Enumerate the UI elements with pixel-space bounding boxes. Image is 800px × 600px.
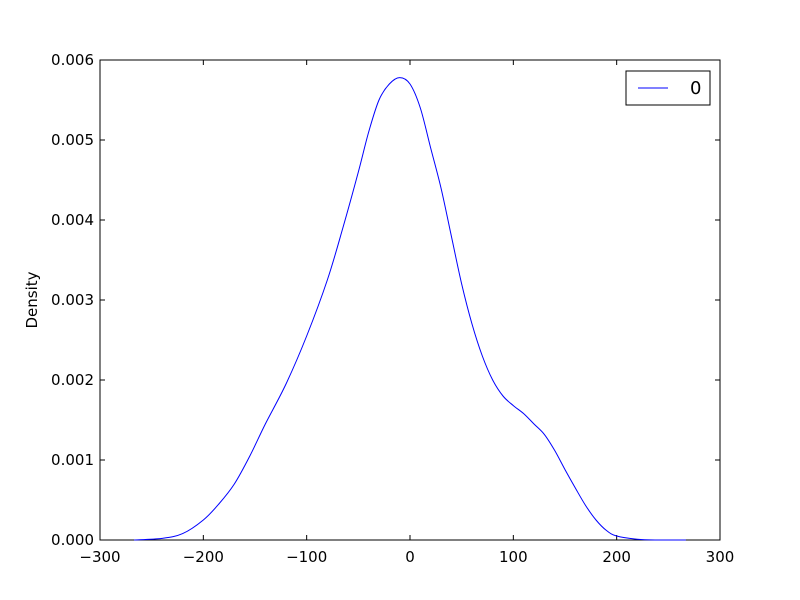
legend-label: 0 xyxy=(690,78,701,99)
series-layer xyxy=(134,77,686,541)
series-line-0 xyxy=(134,77,686,541)
y-tick-label: 0.003 xyxy=(51,291,94,309)
x-tick-label: 100 xyxy=(499,548,528,566)
x-tick-label: 300 xyxy=(706,548,735,566)
plot-area-border xyxy=(99,59,721,541)
x-tick-label: 0 xyxy=(405,548,415,566)
y-tick-label: 0.002 xyxy=(51,371,94,389)
y-tick-label: 0.001 xyxy=(51,451,94,469)
x-tick-label: 200 xyxy=(602,548,631,566)
plot-frame xyxy=(99,59,721,541)
x-tick-label: −300 xyxy=(79,548,120,566)
x-tick-label: −200 xyxy=(183,548,224,566)
y-tick-label: 0.000 xyxy=(51,531,94,549)
legend: 0 xyxy=(625,70,711,106)
axis-ticks: −300 −200 −100 0 100 200 300 0.000 0.001 0.002 0.0… xyxy=(51,51,734,566)
y-tick-label: 0.005 xyxy=(51,131,94,149)
x-tick-label: −100 xyxy=(286,548,327,566)
y-axis-label: Density xyxy=(23,271,41,328)
y-tick-label: 0.004 xyxy=(51,211,94,229)
y-tick-label: 0.006 xyxy=(51,51,94,69)
